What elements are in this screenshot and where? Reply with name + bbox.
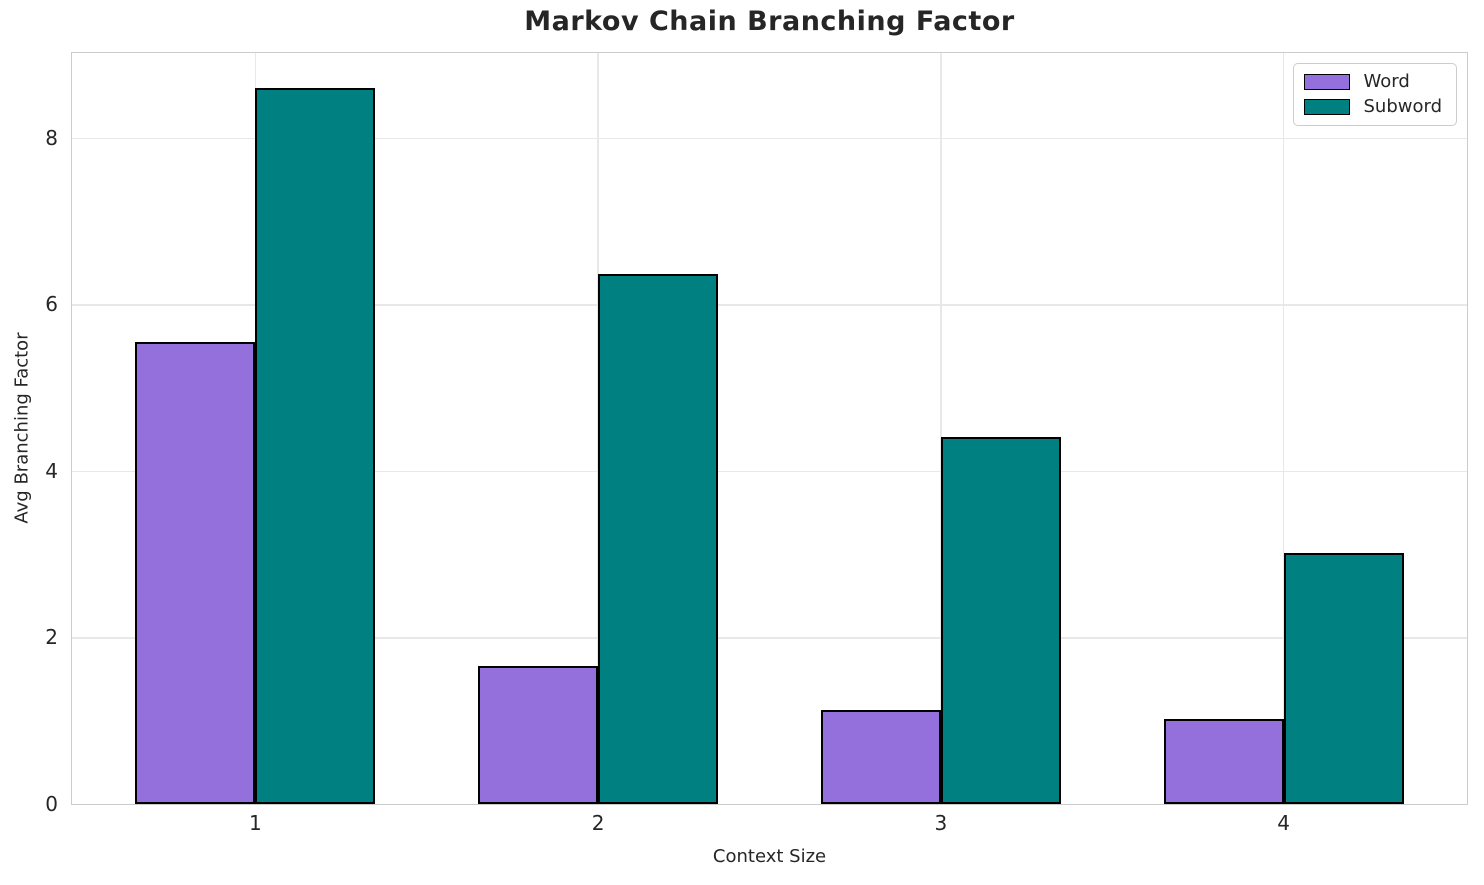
- y-tick-label-8: 8: [45, 125, 58, 150]
- legend: Word Subword: [1293, 63, 1457, 126]
- subword-bar-context-4: [1283, 553, 1404, 804]
- y-tick-label-0: 0: [45, 792, 58, 816]
- subword-bar-context-2: [598, 274, 719, 804]
- word-bar-context-1: [135, 341, 256, 804]
- y-gridline-4: [72, 470, 1467, 473]
- y-tick-label-6: 6: [45, 292, 58, 317]
- word-bar-context-3: [820, 709, 941, 804]
- y-tick-label-2: 2: [45, 625, 58, 650]
- subword-bar-context-3: [940, 436, 1061, 804]
- legend-item-word: Word: [1304, 73, 1442, 91]
- y-tick-label-4: 4: [45, 458, 58, 483]
- y-gridline-2: [72, 637, 1467, 639]
- x-tick-label-3: 3: [934, 811, 948, 835]
- x-axis-label: Context Size: [712, 846, 827, 867]
- x-tick-label-4: 4: [1277, 811, 1290, 835]
- y-gridline-6: [72, 304, 1467, 306]
- y-axis-label: Avg Branching Factor: [11, 332, 33, 524]
- x-gridline-3: [940, 53, 942, 804]
- word-bar-context-2: [478, 665, 599, 804]
- word-bar-context-4: [1163, 719, 1284, 804]
- subword-bar-context-1: [255, 87, 376, 804]
- x-gridline-4: [1282, 53, 1285, 804]
- subword-legend-swatch: [1304, 99, 1351, 115]
- word-legend-swatch: [1304, 74, 1351, 90]
- subword-legend-label: Subword: [1363, 96, 1442, 117]
- word-legend-label: Word: [1363, 71, 1410, 92]
- x-tick-label-1: 1: [248, 811, 262, 835]
- plot-area: Word Subword 0 2 4 6 8 1 2 3 4: [45, 52, 1468, 835]
- y-gridline-8: [72, 137, 1467, 140]
- legend-item-subword: Subword: [1304, 98, 1442, 116]
- x-tick-label-2: 2: [591, 811, 605, 835]
- chart-title: Markov Chain Branching Factor: [524, 6, 1015, 37]
